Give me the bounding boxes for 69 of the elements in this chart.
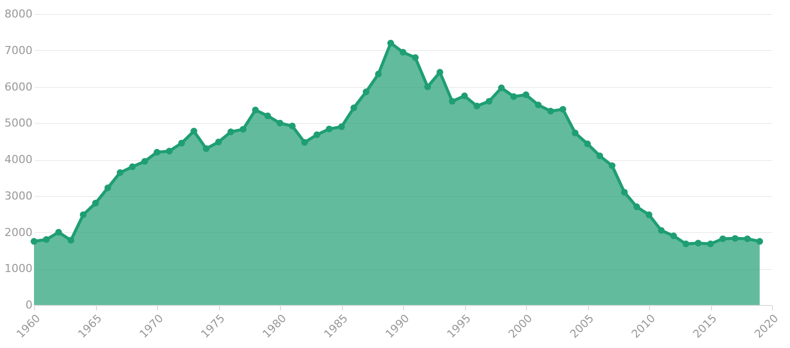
point (694, 240, 702, 247)
point (522, 91, 530, 98)
point (424, 83, 431, 90)
point (252, 106, 259, 114)
point (92, 200, 99, 206)
point (301, 139, 308, 146)
point (202, 145, 210, 152)
point (744, 235, 751, 242)
point (116, 169, 124, 176)
y-tick-label: 5000 (4, 116, 32, 130)
point (707, 240, 714, 248)
point (154, 148, 160, 156)
point (498, 84, 505, 92)
point (560, 106, 566, 113)
point (658, 227, 665, 234)
point (190, 128, 198, 134)
y-tick-label: 4000 (4, 153, 32, 166)
point (719, 235, 726, 242)
point (276, 120, 284, 126)
point (670, 232, 677, 240)
point (326, 126, 333, 132)
point (80, 211, 87, 218)
point (240, 126, 246, 133)
point (215, 138, 222, 146)
point (375, 70, 382, 78)
point (584, 140, 591, 148)
point (129, 163, 136, 170)
point (264, 112, 272, 120)
point (572, 130, 579, 136)
point (682, 240, 690, 248)
point (412, 54, 419, 61)
y-tick-label: 6000 (4, 80, 32, 94)
point (596, 152, 604, 160)
point (166, 148, 173, 154)
point (461, 92, 468, 100)
point (448, 98, 456, 105)
point (338, 123, 345, 130)
point (633, 203, 640, 210)
point (68, 236, 74, 244)
point (608, 162, 616, 170)
point (288, 122, 296, 130)
point (510, 93, 518, 100)
y-tick-label: 3000 (4, 189, 32, 202)
point (314, 131, 320, 138)
point (547, 108, 554, 114)
point (227, 128, 234, 136)
point (350, 104, 358, 112)
point (362, 88, 370, 96)
point (141, 158, 148, 165)
point (42, 236, 50, 243)
point (732, 235, 738, 242)
point (486, 98, 492, 105)
point (646, 211, 652, 218)
point (178, 140, 185, 146)
point (473, 102, 480, 110)
y-tick-label: 8000 (4, 8, 32, 20)
point (436, 68, 444, 76)
point (55, 228, 62, 236)
y-tick-label: 0 (26, 298, 32, 312)
point (30, 238, 38, 245)
y-tick-label: 7000 (4, 44, 32, 57)
point (621, 188, 628, 196)
point (104, 184, 112, 192)
point (387, 40, 394, 46)
point (534, 102, 542, 108)
y-tick-label: 1000 (4, 262, 32, 276)
point (400, 48, 406, 56)
y-tick-label: 2000 (4, 226, 32, 239)
point (756, 238, 764, 245)
